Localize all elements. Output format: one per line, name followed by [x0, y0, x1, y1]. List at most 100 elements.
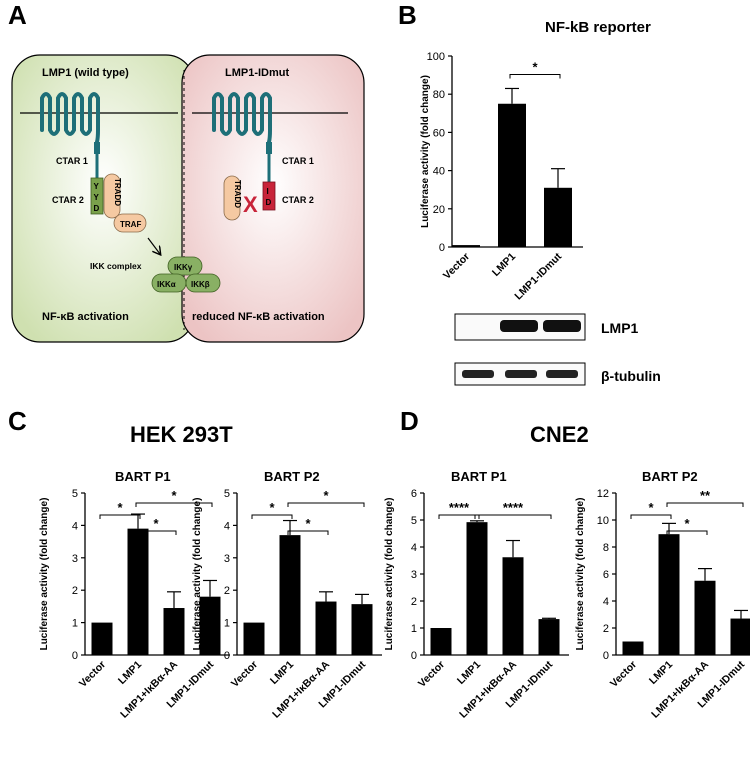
y-tick-label: 2: [411, 596, 417, 608]
y-tick-label: 3: [224, 553, 230, 565]
svg-text:IKKα: IKKα: [157, 280, 176, 289]
y-tick-label: 0: [411, 650, 417, 662]
y-tick-label: 40: [433, 166, 445, 178]
svg-text:IKKγ: IKKγ: [174, 263, 193, 272]
significance-bracket: [288, 503, 364, 507]
y-tick-label: 1: [411, 623, 417, 635]
significance-label: *: [117, 500, 123, 515]
bar-lmp1: [467, 522, 488, 655]
bar-lmp1: [659, 534, 680, 655]
y-axis-label: Luciferase activity (fold change): [420, 75, 431, 228]
y-tick-label: 0: [603, 650, 609, 662]
y-tick-label: 8: [603, 542, 609, 554]
panel-label-c: C: [8, 406, 27, 436]
bar-lmp1-idmut: [352, 604, 373, 655]
bar-lmp1: [498, 104, 526, 247]
significance-label: **: [700, 488, 711, 503]
chart-title: BART P1: [115, 469, 171, 484]
svg-text:TRAF: TRAF: [120, 220, 141, 229]
x-tick-label: Vector: [77, 659, 108, 690]
x-tick-label: Vector: [416, 659, 447, 690]
significance-label: *: [532, 59, 538, 74]
significance-label: *: [684, 516, 690, 531]
ctar1-label-right: CTAR 1: [282, 156, 314, 166]
bar-vector: [452, 245, 480, 247]
svg-text:I: I: [267, 187, 269, 196]
panel-label-a: A: [8, 0, 27, 30]
x-tick-label: LMP1: [490, 251, 518, 279]
y-tick-label: 5: [411, 515, 417, 527]
ctar2-label-right: CTAR 2: [282, 195, 314, 205]
idmut-footer: reduced NF-κB activation: [192, 311, 325, 323]
x-tick-label: Vector: [229, 659, 260, 690]
bar-vector: [431, 628, 452, 655]
x-tick-label: LMP1-IDmut: [512, 250, 564, 302]
y-tick-label: 4: [224, 520, 230, 532]
bar-lmp1: [128, 529, 149, 655]
bar-lmp1-i-b-aa: [164, 608, 185, 655]
significance-bracket: [510, 74, 560, 78]
y-tick-label: 1: [224, 618, 230, 630]
wildtype-footer: NF-κB activation: [42, 311, 129, 323]
significance-bracket: [288, 531, 328, 535]
significance-bracket: [475, 515, 551, 519]
bar-lmp1-idmut: [731, 619, 750, 655]
y-tick-label: 20: [433, 204, 445, 216]
y-tick-label: 5: [224, 488, 230, 500]
y-tick-label: 100: [427, 51, 445, 63]
bar-lmp1-i-b-aa: [503, 557, 524, 655]
x-tick-label: LMP1: [268, 659, 296, 687]
chart-title: BART P1: [451, 469, 507, 484]
y-tick-label: 60: [433, 127, 445, 139]
wildtype-title: LMP1 (wild type): [42, 67, 129, 79]
y-tick-label: 5: [72, 488, 78, 500]
x-tick-label: LMP1: [455, 659, 483, 687]
y-axis-label: Luciferase activity (fold change): [384, 498, 395, 651]
significance-bracket: [100, 515, 140, 519]
idmut-title: LMP1-IDmut: [225, 67, 290, 79]
chart-title: BART P2: [264, 469, 320, 484]
ctar2-label-left: CTAR 2: [52, 195, 84, 205]
bar-lmp1-i-b-aa: [316, 602, 337, 655]
significance-bracket: [439, 515, 479, 519]
blot-tubulin-label: β-tubulin: [601, 368, 661, 384]
y-tick-label: 0: [224, 650, 230, 662]
x-tick-label: LMP1: [647, 659, 675, 687]
y-tick-label: 3: [411, 569, 417, 581]
svg-text:IKKβ: IKKβ: [191, 280, 210, 289]
x-tick-label: LMP1: [116, 659, 144, 687]
y-tick-label: 12: [597, 488, 609, 500]
y-axis-label: Luciferase activity (fold change): [192, 498, 203, 651]
blot-lmp1-label: LMP1: [601, 320, 639, 336]
chart-hek293t-bart-p2: BART P2 0 1 2 3 4 5 Luciferase activity (fold c…: [192, 469, 382, 721]
panel-label-d: D: [400, 406, 419, 436]
significance-label: *: [323, 488, 329, 503]
y-tick-label: 2: [224, 585, 230, 597]
y-tick-label: 80: [433, 89, 445, 101]
y-tick-label: 1: [72, 618, 78, 630]
y-tick-label: 3: [72, 553, 78, 565]
panel-a-schematic: LMP1 (wild type) CTAR 1 Y Y D CTAR 2 TRA…: [12, 55, 364, 342]
y-tick-label: 10: [597, 515, 609, 527]
y-tick-label: 4: [411, 542, 417, 554]
significance-label: ****: [449, 500, 470, 515]
panel-label-b: B: [398, 0, 417, 30]
svg-text:TRADD: TRADD: [113, 178, 122, 206]
bar-lmp1-idmut: [539, 619, 560, 655]
y-tick-label: 0: [72, 650, 78, 662]
svg-text:TRADD: TRADD: [233, 180, 242, 208]
ikk-complex-label: IKK complex: [90, 261, 142, 271]
bar-vector: [244, 623, 265, 655]
chart-title: NF-kB reporter: [545, 19, 651, 36]
western-blot: LMP1 β-tubulin: [455, 314, 661, 385]
svg-text:Y: Y: [94, 193, 100, 202]
chart-title: BART P2: [642, 469, 698, 484]
y-tick-label: 2: [72, 585, 78, 597]
significance-label: *: [171, 488, 177, 503]
svg-text:D: D: [94, 204, 100, 213]
significance-label: ****: [503, 500, 524, 515]
ctar1-label-left: CTAR 1: [56, 156, 88, 166]
